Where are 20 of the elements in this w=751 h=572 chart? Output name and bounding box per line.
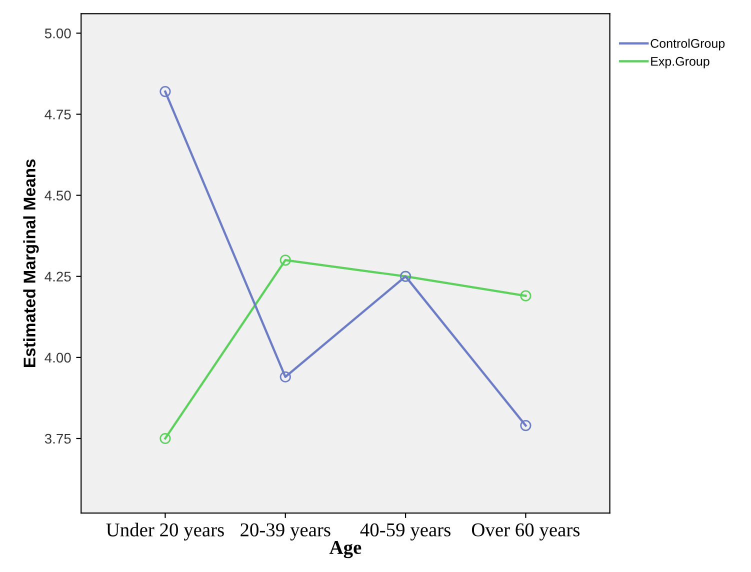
- legend-label: ControlGroup: [650, 38, 725, 50]
- y-tick-label: 4.25: [44, 272, 71, 282]
- point: [280, 254, 291, 266]
- y-tick-label: 3.75: [44, 434, 71, 444]
- y-tick-label: 4.00: [44, 352, 71, 363]
- x-tick-label: 20-39 years: [240, 523, 330, 540]
- y-tick-label: 4.75: [44, 110, 71, 120]
- x-axis-title: Age: [329, 541, 362, 558]
- point: [280, 371, 291, 382]
- point: [520, 290, 532, 302]
- x-tick-label: 40-59 years: [360, 523, 450, 540]
- point: [160, 432, 171, 444]
- legend-label: Exp.Group: [651, 56, 710, 68]
- y-axis-title: Estimated Marginal Means: [23, 159, 39, 367]
- point: [520, 420, 532, 432]
- point: [160, 86, 171, 98]
- x-tick-label: Over 60 years: [472, 523, 580, 540]
- x-tick-label: Under 20 years: [106, 522, 224, 540]
- y-tick-label: 4.50: [44, 190, 71, 200]
- y-tick-label: 5.00: [44, 28, 71, 38]
